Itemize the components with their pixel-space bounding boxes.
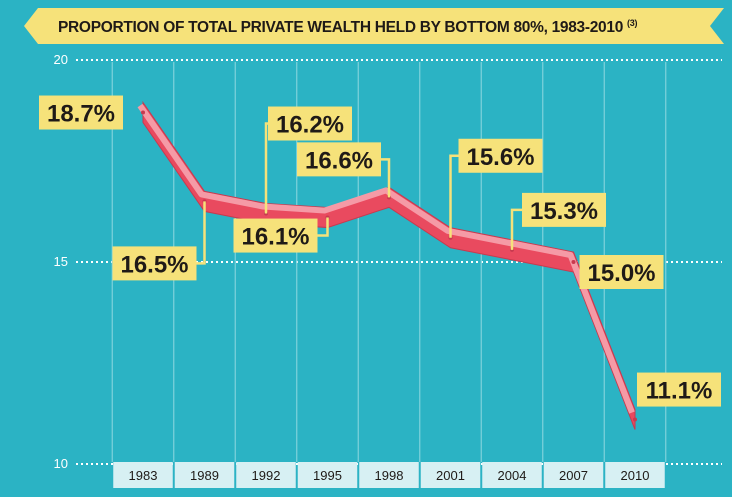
data-label-2001: 15.6% — [466, 144, 534, 171]
data-label-box-2007 — [579, 255, 664, 289]
data-label-box-2010 — [637, 372, 721, 407]
data-label-1992: 16.2% — [276, 112, 344, 139]
data-label-connector-1989 — [196, 201, 206, 265]
x-tick-cell-2007 — [543, 462, 604, 488]
data-label-2010: 11.1% — [646, 378, 713, 405]
x-tick-label-1989: 1989 — [190, 468, 219, 483]
data-label-1989: 16.5% — [120, 251, 188, 278]
data-label-1983: 18.7% — [47, 101, 115, 128]
x-tick-cell-1989 — [174, 462, 235, 488]
title-footnote: (3) — [627, 18, 638, 28]
series-line — [142, 100, 636, 430]
data-label-connector-2004 — [510, 208, 522, 250]
title-banner-shape — [24, 8, 724, 44]
data-point-1983 — [141, 110, 145, 115]
x-tick-cell-2010 — [605, 462, 665, 488]
data-point-2010 — [633, 417, 637, 422]
x-tick-cell-2004 — [482, 462, 542, 488]
chart-title-text: PROPORTION OF TOTAL PRIVATE WEALTH HELD … — [58, 19, 624, 37]
data-label-connector-1995 — [317, 217, 329, 237]
data-label-2004: 15.3% — [530, 198, 598, 225]
data-label-box-1998 — [297, 142, 381, 177]
data-label-connector-2001 — [449, 154, 459, 238]
x-tick-label-2004: 2004 — [498, 468, 527, 483]
x-tick-label-2001: 2001 — [436, 468, 465, 483]
chart-title: PROPORTION OF TOTAL PRIVATE WEALTH HELD … — [58, 18, 637, 37]
data-label-box-1989 — [112, 246, 197, 281]
data-label-box-1992 — [268, 106, 352, 141]
data-point-2007 — [571, 260, 576, 264]
data-label-box-1983 — [39, 95, 123, 130]
data-label-box-2001 — [458, 138, 543, 173]
y-tick-label-10: 10 — [54, 456, 68, 471]
data-label-2007: 15.0% — [587, 260, 655, 287]
data-label-1998: 16.6% — [305, 147, 373, 174]
x-tick-cell-1995 — [297, 462, 358, 488]
x-tick-label-2007: 2007 — [559, 468, 588, 483]
x-tick-label-1992: 1992 — [252, 468, 281, 483]
x-tick-cell-1998 — [359, 462, 419, 488]
title-banner: PROPORTION OF TOTAL PRIVATE WEALTH HELD … — [24, 8, 724, 44]
data-label-1995: 16.1% — [241, 224, 309, 251]
series-line-highlight — [137, 103, 635, 414]
x-tick-label-1998: 1998 — [375, 468, 404, 483]
data-label-connector-1998 — [381, 158, 391, 198]
x-tick-label-1983: 1983 — [129, 468, 158, 483]
y-tick-label-15: 15 — [54, 254, 68, 269]
x-tick-cell-1992 — [236, 462, 296, 488]
data-label-connector-1992 — [264, 122, 268, 214]
data-label-box-2004 — [522, 192, 606, 227]
data-label-box-1995 — [233, 218, 318, 253]
x-tick-label-1995: 1995 — [313, 468, 342, 483]
x-tick-label-2010: 2010 — [621, 468, 650, 483]
x-tick-cell-1983 — [113, 462, 173, 488]
y-tick-label-20: 20 — [54, 52, 68, 67]
x-tick-cell-2001 — [420, 462, 481, 488]
